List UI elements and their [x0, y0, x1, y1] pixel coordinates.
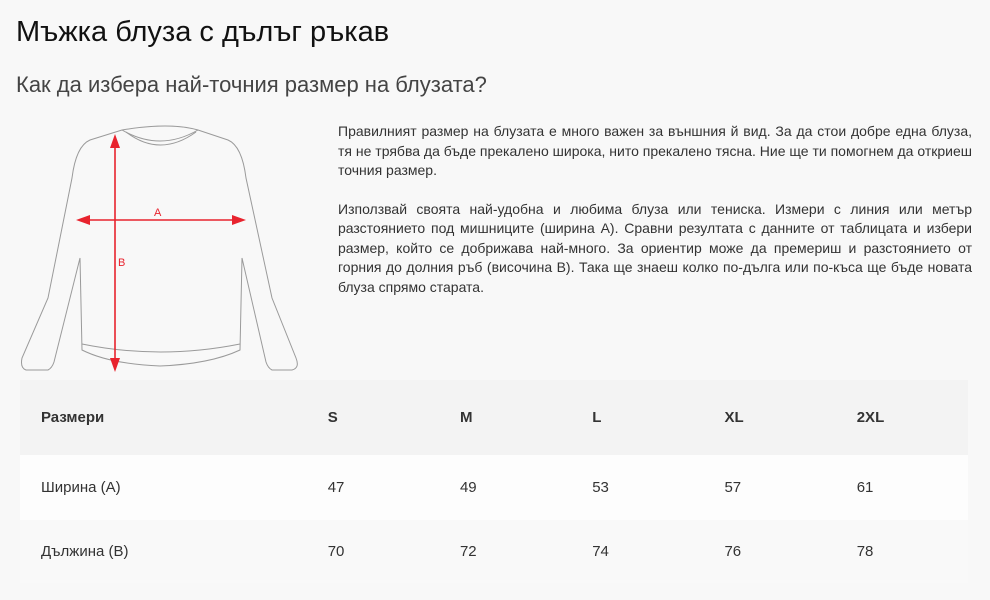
header-xl: XL [724, 409, 744, 426]
header-sizes: Размери [41, 409, 105, 426]
header-l: L [592, 409, 602, 426]
description-paragraph: Правилният размер на блузата е много важ… [338, 123, 972, 178]
table-cell: 78 [856, 543, 874, 560]
header-s: S [327, 409, 338, 426]
size-table: Размери S M L XL 2XL Ширина (А) 47 49 53… [20, 380, 968, 583]
table-cell: 74 [592, 543, 609, 560]
table-cell: 49 [459, 479, 477, 496]
table-cell: 72 [459, 543, 477, 560]
table-cell: 53 [592, 479, 609, 496]
table-row: Ширина (А) 47 49 53 57 61 [20, 455, 968, 520]
table-row: Дължина (В) 70 72 74 76 78 [20, 520, 968, 583]
page-title: Мъжка блуза с дълъг ръкав [16, 16, 390, 48]
measurement-arrows [76, 134, 246, 372]
label-b: B [118, 257, 125, 269]
table-cell: 76 [724, 543, 742, 560]
label-a: A [154, 207, 162, 219]
table-cell: 61 [856, 479, 874, 496]
row-label: Ширина (А) [41, 479, 121, 496]
row-label: Дължина (В) [41, 543, 129, 560]
size-guide-description: Правилният размер на блузата е много важ… [338, 122, 972, 316]
header-2xl: 2XL [856, 409, 885, 426]
table-header-row: Размери S M L XL 2XL [20, 380, 968, 455]
table-cell: 57 [724, 479, 742, 496]
page-subtitle: Как да избера най-точния размер на блуза… [16, 72, 487, 97]
description-paragraph: Използвай своята най-удобна и любима блу… [338, 200, 972, 295]
table-cell: 70 [327, 543, 345, 560]
header-m: M [459, 409, 473, 426]
shirt-outline [21, 125, 298, 371]
table-cell: 47 [327, 479, 345, 496]
shirt-measurement-diagram: A B [21, 125, 298, 372]
